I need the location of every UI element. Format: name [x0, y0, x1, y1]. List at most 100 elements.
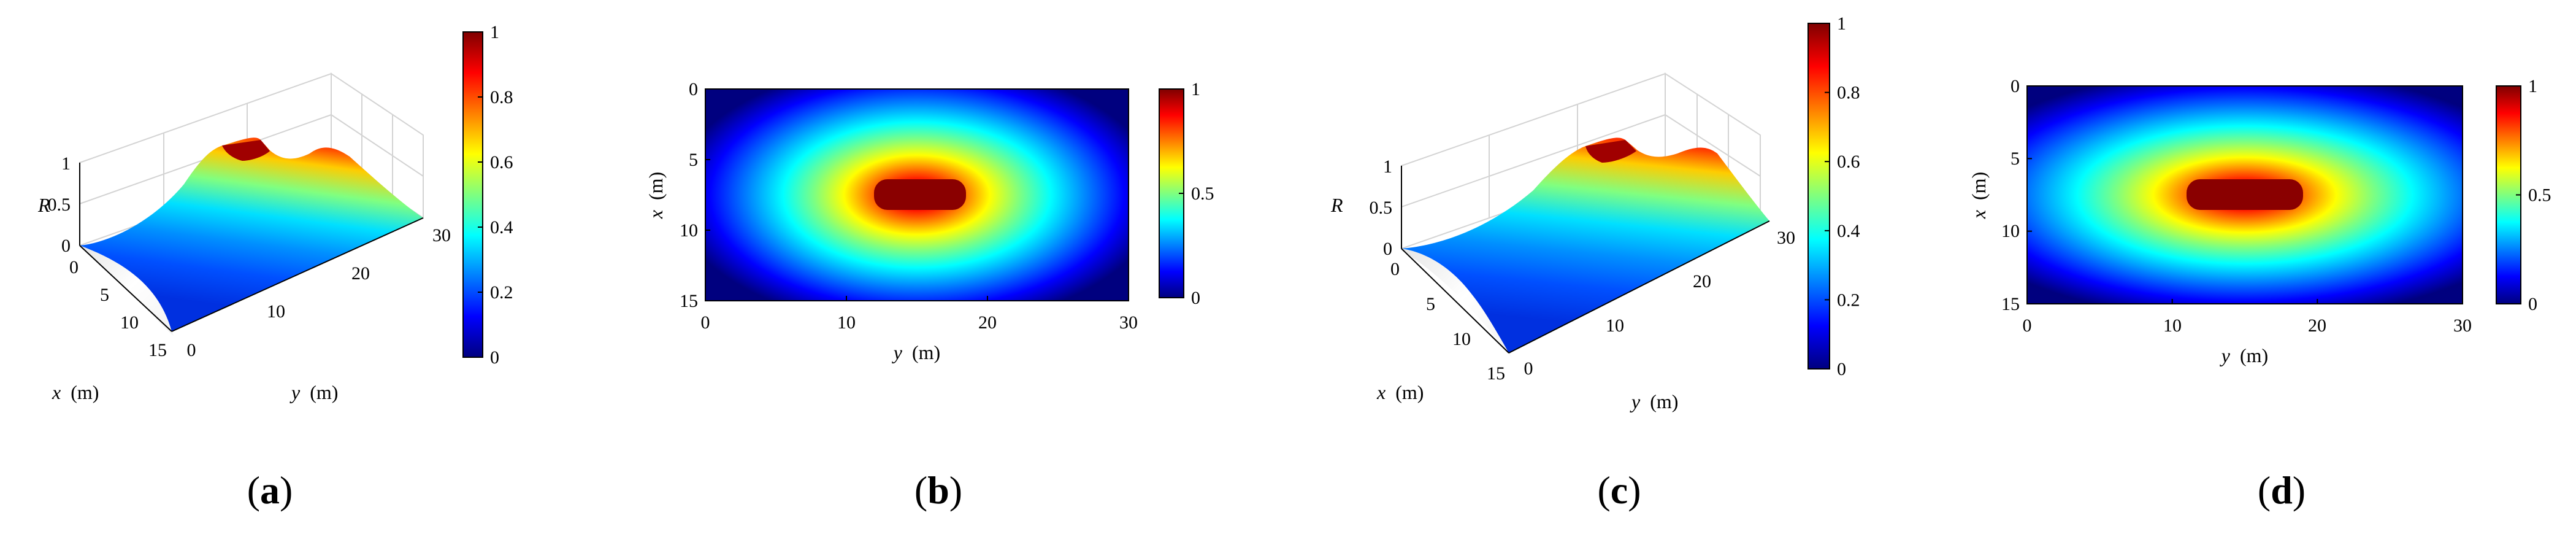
colorbar-tick-label: 0.2: [490, 282, 513, 303]
panel-d-y-tick: 0: [2011, 76, 2020, 96]
panel-c-y-tick: 10: [1606, 315, 1624, 336]
colorbar-tick-label: 0: [1837, 359, 1846, 379]
panel-d-x-label: y (m): [2220, 344, 2268, 366]
panel-b-x-label-unit: (m): [912, 341, 940, 363]
panel-d-x-tick: 0: [2023, 315, 2032, 336]
colorbar-tick-label: 0.6: [490, 152, 513, 172]
panel-c-x-tick: 5: [1426, 294, 1435, 314]
colorbar-tick-label: 0.8: [490, 87, 513, 107]
panel-d-peak: [2187, 179, 2303, 210]
panel-c-label-letter: c: [1611, 468, 1628, 512]
panel-c-x-tick: 0: [1390, 259, 1400, 279]
colorbar-tick-label: 1: [1191, 79, 1200, 99]
panel-b-colorbar-ticks: 00.51: [1179, 79, 1214, 308]
panel-a-x-label-var: x: [52, 381, 61, 403]
panel-d-y-tick: 10: [2001, 221, 2020, 241]
panel-a-x-label: x (m): [52, 381, 99, 403]
panel-c-y-tick: 30: [1777, 228, 1795, 248]
panel-d-label-close: ): [2293, 468, 2306, 512]
panel-c-label: (c): [1597, 468, 1641, 512]
panel-a-x-tick: 5: [100, 285, 109, 305]
panel-b-y-label-var: x: [645, 210, 667, 219]
panel-d-y-label: x (m): [1968, 172, 1990, 219]
panel-b-ticks: [705, 88, 1129, 301]
panel-b-x-label: y (m): [892, 341, 940, 363]
colorbar-tick-label: 1: [490, 22, 499, 42]
panel-b-label: (b): [914, 468, 962, 512]
panel-d-colorbar-ticks: 00.51: [2516, 76, 2551, 314]
panel-a-surface: [80, 137, 423, 331]
panel-a-colorbar-ticks: 0 0.2 0.4 0.6 0.8 1: [478, 22, 513, 368]
panel-b-y-tick: 10: [680, 220, 698, 241]
panel-c-label-close: ): [1628, 468, 1641, 512]
colorbar-tick-label: 0.5: [1191, 184, 1214, 204]
panel-b-x-tick: 0: [701, 312, 710, 333]
panel-b-y-label-unit: (m): [645, 172, 667, 200]
panel-b-y-tick: 15: [680, 291, 698, 311]
panel-a-x-tick: 15: [148, 340, 167, 360]
panel-a-z-tick: 0.5: [48, 195, 71, 215]
panel-a-label-letter: a: [260, 468, 280, 512]
panel-a-z-tick: 1: [61, 153, 71, 174]
panel-a-y-label-var: y: [289, 381, 301, 403]
panel-d-ticks: [2026, 85, 2463, 304]
panel-b-label-letter: b: [927, 468, 949, 512]
panel-b-y-label: x (m): [645, 172, 667, 219]
panel-b-y-tick: 0: [689, 79, 698, 99]
panel-a-colorbar: [462, 31, 483, 358]
panel-b: 0 10 20 30 0 5 10 15 y (m) x (m) 00.51 (…: [645, 79, 1214, 512]
colorbar-tick-label: 0.2: [1837, 290, 1860, 310]
panel-a-y-tick: 30: [432, 225, 451, 246]
panel-c-x-label-var: x: [1376, 381, 1386, 403]
panel-c-y-tick: 20: [1693, 271, 1711, 292]
panel-b-peak: [874, 179, 966, 210]
colorbar-tick-label: 0.8: [1837, 83, 1860, 103]
panel-d-x-tick: 30: [2453, 315, 2472, 336]
panel-c-z-tick: 1: [1383, 157, 1392, 177]
panel-a-y-label-unit: (m): [310, 381, 338, 403]
panel-a-label-open: (: [247, 468, 260, 512]
panel-b-y-tick: 5: [689, 150, 698, 170]
panel-a-x-axis: [79, 245, 172, 332]
panel-c-colorbar-ticks: 0 0.2 0.4 0.6 0.8 1: [1825, 14, 1860, 379]
panel-d-x-tick: 10: [2163, 315, 2182, 336]
panel-d-x-label-unit: (m): [2240, 344, 2268, 366]
panel-b-label-close: ): [949, 468, 962, 512]
panel-c-label-open: (: [1597, 468, 1610, 512]
panel-c-y-label-var: y: [1630, 390, 1641, 412]
colorbar-tick-label: 0: [2528, 294, 2537, 314]
panel-c-x-label-unit: (m): [1395, 381, 1424, 403]
panel-a-peak: [222, 140, 270, 161]
panel-c-peak: [1585, 140, 1636, 163]
panel-d-label: (d): [2258, 468, 2306, 512]
panel-c-grid-line: [1401, 114, 1666, 207]
panel-d-label-open: (: [2258, 468, 2271, 512]
panel-a-grid-line: [331, 114, 424, 177]
colorbar-tick-label: 0.6: [1837, 152, 1860, 172]
colorbar-tick-label: 1: [2528, 76, 2537, 96]
panel-c-colorbar: [1807, 23, 1830, 370]
panel-c: 0 0.5 1 0 5 10 15 0 10 20 30 R x (m) y (…: [1330, 14, 1860, 512]
panel-b-x-tick: 20: [978, 312, 997, 333]
panel-a-y-axis: [171, 217, 424, 332]
panel-c-x-tick: 15: [1487, 363, 1505, 384]
panel-a-label: (a): [247, 468, 293, 512]
panel-a-z-label: R: [37, 194, 50, 216]
panel-d-x-tick: 20: [2308, 315, 2326, 336]
panel-c-x-tick: 10: [1452, 329, 1471, 349]
panel-d-y-label-var: x: [1968, 210, 1990, 219]
panel-a-y-tick: 20: [351, 263, 370, 284]
panel-b-x-tick: 30: [1119, 312, 1138, 333]
panel-a-y-tick: 0: [187, 340, 196, 360]
panel-c-surface: [1401, 137, 1769, 353]
panel-a-y-label: y (m): [289, 381, 338, 403]
panel-d-x-label-var: y: [2220, 344, 2231, 366]
panel-a: 0 0.5 1 0 5 10 15 0 10 20 30 R x (m) y (…: [37, 22, 513, 512]
panel-d-y-label-unit: (m): [1968, 172, 1990, 200]
colorbar-tick-label: 0: [1191, 288, 1200, 308]
panel-c-z-tick: 0.5: [1370, 198, 1393, 218]
panel-d-y-tick: 15: [2001, 294, 2020, 314]
panel-d: 0 10 20 30 0 5 10 15 y (m) x (m) 00.51 (…: [1968, 76, 2551, 512]
panel-c-grid-line: [1665, 114, 1761, 177]
